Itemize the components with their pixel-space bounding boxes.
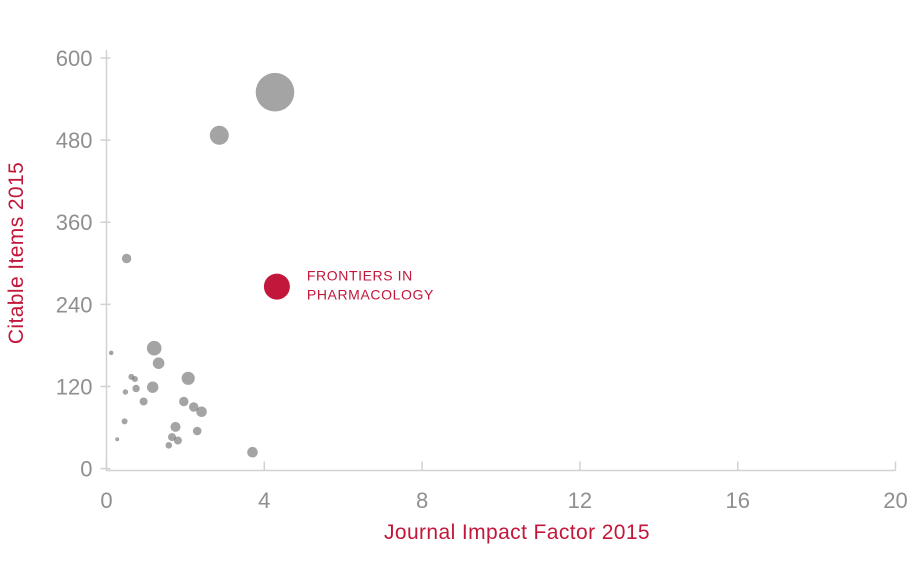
journal-bubble <box>115 437 120 442</box>
journal-bubble <box>152 357 165 370</box>
journal-bubble <box>165 442 173 449</box>
highlighted-journal: FRONTIERS IN PHARMACOLOGY <box>263 268 434 303</box>
journal-bubble <box>139 397 148 406</box>
journal-bubble <box>247 446 258 458</box>
journal-bubble <box>209 125 229 145</box>
y-axis: 0 120 240 360 480 600 <box>56 46 111 482</box>
journal-bubble <box>121 418 128 425</box>
y-tick-label: 240 <box>56 292 93 317</box>
axis-lines <box>105 50 896 472</box>
journal-bubble <box>122 389 129 395</box>
y-tick-label: 480 <box>56 128 93 153</box>
x-tick-label: 12 <box>568 488 592 513</box>
journal-bubble <box>147 381 159 393</box>
x-tick-label: 20 <box>883 488 907 513</box>
journal-bubble <box>168 433 176 442</box>
journal-bubble <box>196 406 207 418</box>
y-tick-label: 600 <box>56 46 93 71</box>
highlighted-journal-label: FRONTIERS IN <box>307 268 413 284</box>
x-axis-title: Journal Impact Factor 2015 <box>383 521 651 544</box>
y-axis-title: Citable Items 2015 <box>5 161 28 345</box>
x-tick-label: 8 <box>416 488 428 513</box>
journal-bubble <box>131 376 138 382</box>
journal-bubble <box>121 253 132 264</box>
journal-bubble <box>179 396 189 407</box>
journal-bubble <box>146 340 162 356</box>
highlighted-journal-bubble <box>263 273 290 300</box>
y-tick-label: 0 <box>80 457 92 482</box>
journal-bubble <box>170 421 181 432</box>
journal-bubble <box>108 350 114 356</box>
highlighted-journal-label: PHARMACOLOGY <box>307 287 434 303</box>
y-tick-label: 360 <box>56 210 93 235</box>
x-axis: 0 4 8 12 16 20 <box>100 461 908 513</box>
y-tick-label: 120 <box>56 374 93 399</box>
axes <box>105 50 896 472</box>
journal-bubble <box>132 384 140 393</box>
journal-bubble <box>255 72 295 112</box>
journal-bubbles <box>108 72 295 458</box>
x-tick-label: 4 <box>258 488 270 513</box>
x-tick-label: 16 <box>725 488 749 513</box>
journal-bubble <box>192 426 202 436</box>
journal-bubble <box>181 371 195 385</box>
x-tick-label: 0 <box>100 488 112 513</box>
journal-bubble <box>189 402 199 412</box>
journal-bubble <box>173 436 182 445</box>
